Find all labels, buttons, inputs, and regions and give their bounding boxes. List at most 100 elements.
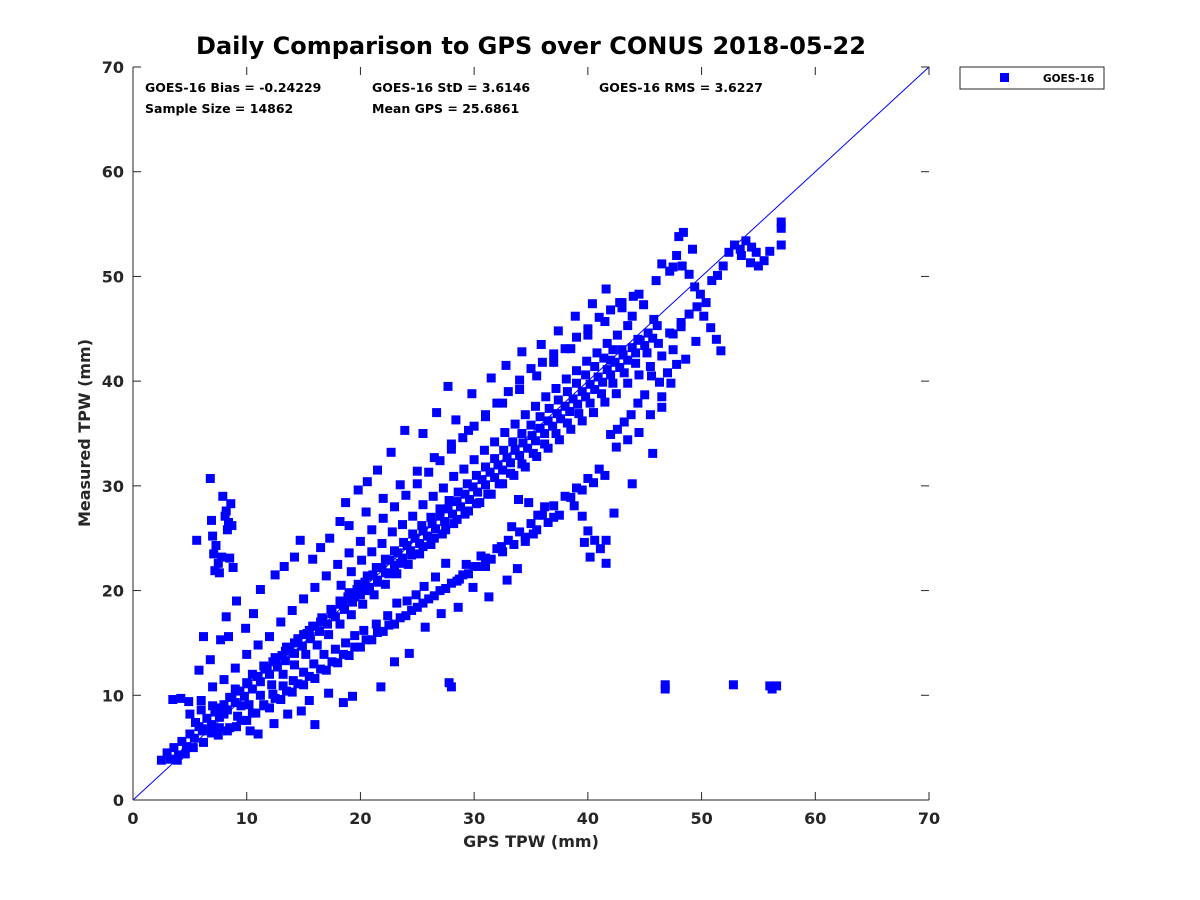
data-point: [631, 358, 641, 368]
data-point: [359, 625, 369, 635]
data-point: [485, 467, 495, 477]
data-point: [419, 581, 429, 591]
data-point: [475, 562, 485, 571]
data-point: [642, 348, 652, 358]
data-point: [185, 709, 195, 719]
data-point: [464, 569, 473, 579]
data-point: [288, 676, 298, 686]
data-point: [590, 385, 600, 394]
data-point: [481, 553, 490, 563]
data-point: [216, 635, 226, 645]
data-point: [399, 537, 409, 547]
data-point: [362, 571, 372, 581]
data-point: [446, 682, 456, 692]
data-point: [531, 401, 540, 411]
data-point: [577, 511, 587, 521]
data-point: [479, 445, 489, 455]
data-point: [498, 547, 508, 557]
data-point: [695, 289, 705, 299]
data-point: [523, 443, 533, 453]
data-point: [548, 421, 558, 431]
data-point: [324, 630, 334, 640]
data-point: [528, 529, 538, 539]
data-point: [194, 665, 204, 675]
data-point: [481, 480, 490, 490]
data-point: [458, 570, 468, 580]
data-point: [338, 600, 348, 610]
data-point: [199, 737, 208, 747]
data-point: [189, 733, 199, 743]
data-point: [418, 429, 428, 438]
data-point: [210, 566, 220, 576]
data-point: [293, 679, 303, 689]
data-point: [357, 555, 367, 565]
data-point: [665, 266, 675, 276]
data-point: [395, 613, 405, 623]
data-point: [660, 684, 670, 694]
data-point: [426, 512, 436, 522]
data-point: [432, 408, 442, 418]
data-point: [244, 700, 254, 710]
data-point: [407, 550, 417, 560]
data-point: [623, 378, 633, 388]
data-point: [772, 681, 782, 691]
data-point: [741, 236, 751, 246]
data-point: [599, 353, 609, 363]
data-point: [348, 597, 357, 607]
data-point: [199, 632, 208, 642]
data-point: [498, 398, 508, 408]
data-point: [384, 620, 394, 630]
data-point: [265, 632, 274, 642]
data-point: [759, 256, 769, 266]
data-point: [444, 496, 454, 505]
data-point: [645, 410, 655, 420]
data-point: [411, 590, 421, 600]
data-point: [228, 563, 238, 572]
data-point: [371, 563, 381, 572]
data-point: [581, 370, 591, 380]
data-point: [299, 630, 309, 640]
data-point: [417, 521, 427, 531]
data-point: [606, 370, 616, 380]
data-point: [461, 559, 471, 569]
data-point: [299, 667, 309, 677]
y-ticks: 0 10 20 30 40 50 60 70: [102, 58, 929, 810]
data-point: [235, 686, 245, 696]
data-point: [448, 509, 457, 519]
data-point: [436, 609, 446, 619]
data-point: [295, 535, 305, 545]
data-point: [412, 602, 422, 612]
data-point: [469, 455, 479, 465]
data-point: [390, 619, 399, 629]
data-point: [554, 510, 564, 520]
data-point: [226, 499, 236, 509]
data-point: [469, 421, 479, 431]
data-point: [668, 345, 678, 355]
y-tick-label: 60: [102, 163, 124, 182]
data-point: [653, 338, 663, 348]
data-point: [352, 585, 362, 594]
data-point: [209, 549, 219, 559]
data-point: [213, 703, 223, 713]
data-point: [617, 303, 627, 313]
x-tick-label: 50: [690, 809, 712, 828]
data-point: [296, 706, 306, 716]
data-point: [677, 261, 687, 271]
data-point: [627, 343, 637, 353]
data-point: [207, 515, 216, 525]
data-point: [716, 346, 726, 356]
data-point: [502, 453, 512, 463]
data-point: [577, 416, 587, 426]
data-point: [384, 569, 394, 579]
data-point: [648, 333, 658, 343]
data-point: [387, 527, 397, 537]
data-point: [373, 577, 382, 587]
data-point: [446, 444, 456, 454]
data-point: [652, 321, 662, 331]
data-point: [390, 546, 399, 556]
data-point: [297, 641, 307, 651]
data-point: [350, 592, 360, 602]
data-point: [278, 669, 288, 679]
data-point: [424, 467, 434, 477]
data-point: [477, 475, 487, 485]
